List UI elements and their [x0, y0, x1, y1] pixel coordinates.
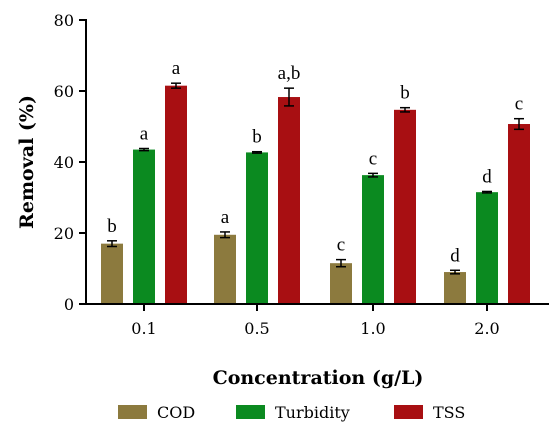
significance-letter: b: [252, 127, 262, 148]
legend-swatch: [118, 405, 147, 419]
x-tick-label: 0.1: [131, 319, 156, 338]
significance-letter: a: [140, 124, 149, 145]
significance-letter: a,b: [278, 63, 301, 84]
bar-tss-1_0: [394, 109, 416, 304]
y-axis-title: Removal (%): [16, 95, 38, 229]
bar-tss-2_0: [508, 124, 530, 304]
legend-label: TSS: [433, 403, 465, 422]
bar-turbidity-0_5: [246, 152, 268, 304]
bar-turbidity-0_1: [133, 149, 155, 304]
significance-letter: a: [221, 207, 230, 228]
y-tick-label: 0: [64, 295, 74, 314]
significance-letter: a: [172, 58, 181, 79]
y-tick-label: 20: [54, 224, 74, 243]
bar-cod-2_0: [444, 272, 466, 304]
plot-area: b a a a b a,b c c b d d c: [101, 58, 530, 304]
x-axis-title: Concentration (g/L): [213, 367, 424, 389]
significance-letter: c: [337, 235, 345, 256]
bar-cod-0_1: [101, 243, 123, 304]
significance-letter: b: [107, 216, 117, 237]
bar-cod-0_5: [214, 234, 236, 304]
x-tick-label: 1.0: [360, 319, 385, 338]
significance-letter: d: [482, 166, 492, 187]
y-tick-label: 80: [54, 11, 74, 30]
significance-letter: b: [400, 83, 410, 104]
legend: COD Turbidity TSS: [118, 403, 465, 422]
significance-letter: c: [369, 148, 377, 169]
bar-cod-1_0: [330, 263, 352, 304]
significance-letter: c: [515, 94, 523, 115]
bar-tss-0_5: [278, 97, 300, 304]
legend-swatch: [236, 405, 265, 419]
y-tick-label: 40: [54, 153, 74, 172]
bar-turbidity-2_0: [476, 192, 498, 304]
y-tick-label: 60: [54, 82, 74, 101]
bar-turbidity-1_0: [362, 175, 384, 304]
bar-tss-0_1: [165, 85, 187, 304]
legend-label: COD: [157, 403, 195, 422]
x-tick-label: 0.5: [244, 319, 269, 338]
legend-swatch: [394, 405, 423, 419]
y-ticks: 0 20 40 60 80: [54, 11, 86, 314]
x-ticks: 0.1 0.5 1.0 2.0: [131, 304, 500, 338]
significance-letter: d: [450, 245, 460, 266]
x-tick-label: 2.0: [474, 319, 499, 338]
legend-label: Turbidity: [275, 403, 350, 422]
